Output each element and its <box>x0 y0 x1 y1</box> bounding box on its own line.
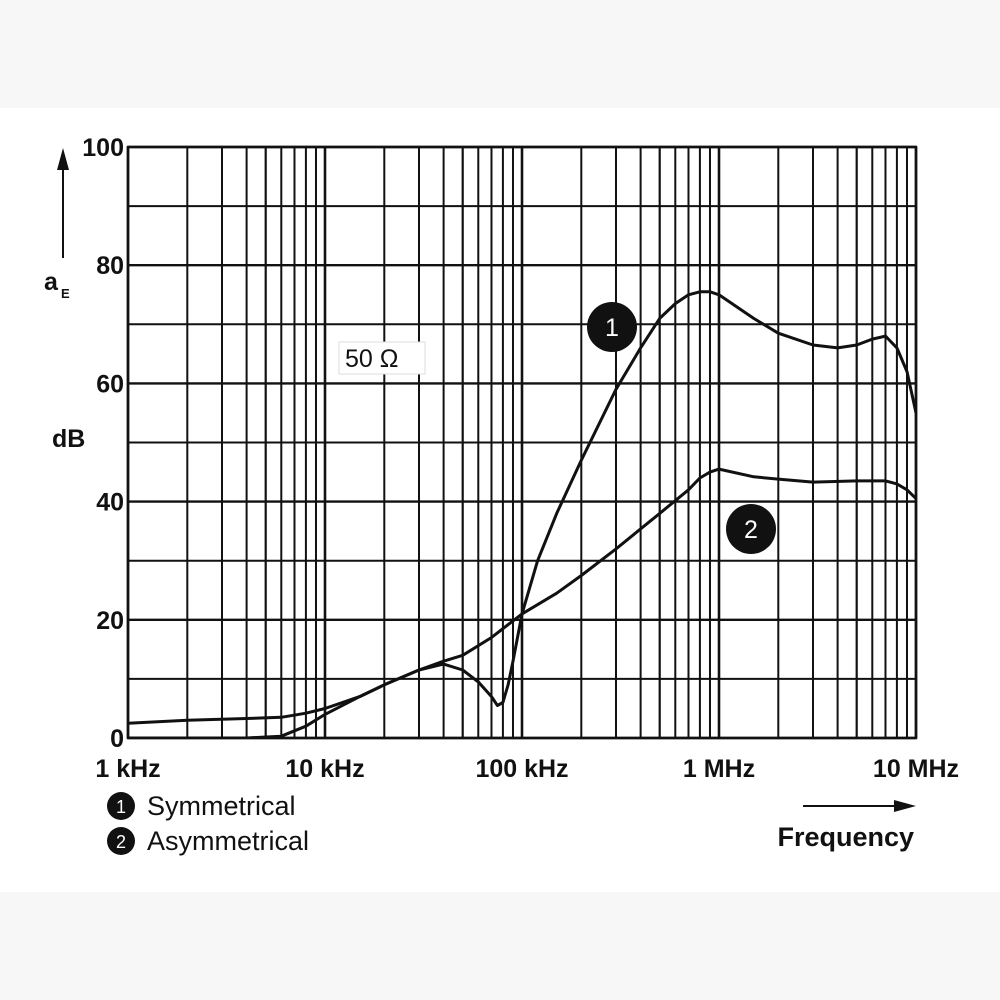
y-tick-label: 80 <box>96 252 124 280</box>
svg-text:Asymmetrical: Asymmetrical <box>147 826 309 856</box>
annotation-box <box>338 341 426 375</box>
curve-2-marker: 2 <box>726 504 776 554</box>
x-axis-arrow-head <box>894 800 916 812</box>
chart-panel <box>0 108 1000 892</box>
svg-text:2: 2 <box>116 832 126 852</box>
y-tick-labels: 0 20 40 60 80 100 <box>82 134 124 753</box>
legend: 1 Symmetrical 2 Asymmetrical <box>107 791 309 856</box>
svg-text:2: 2 <box>744 516 758 544</box>
svg-text:1: 1 <box>116 797 126 817</box>
y-axis-unit: dB <box>52 425 85 453</box>
y-axis-symbol-subscript: E <box>61 286 70 301</box>
minor-gridlines <box>128 147 916 738</box>
plot-frame <box>126 145 918 740</box>
legend-item-symmetrical: 1 Symmetrical <box>107 791 296 821</box>
x-tick-label: 1 MHz <box>683 755 755 783</box>
y-axis-arrow-head <box>57 148 69 170</box>
y-tick-label: 60 <box>96 370 124 398</box>
series-line-asymmetrical <box>128 467 916 725</box>
svg-text:1: 1 <box>605 314 619 342</box>
x-tick-labels: 1 kHz 10 kHz 100 kHz 1 MHz 10 MHz <box>95 755 959 783</box>
svg-text:Symmetrical: Symmetrical <box>147 791 296 821</box>
x-tick-label: 10 kHz <box>285 755 364 783</box>
curves <box>128 290 916 738</box>
y-tick-label: 0 <box>110 725 124 753</box>
y-axis-symbol: a <box>44 268 59 296</box>
y-tick-label: 100 <box>82 134 124 162</box>
x-tick-label: 100 kHz <box>475 755 568 783</box>
x-axis-title: Frequency <box>777 822 914 852</box>
curve-1-marker: 1 <box>587 302 637 352</box>
y-tick-label: 40 <box>96 489 124 517</box>
legend-item-asymmetrical: 2 Asymmetrical <box>107 826 309 856</box>
annotation-text: 50 Ω <box>345 345 398 373</box>
x-tick-label: 1 kHz <box>95 755 160 783</box>
x-tick-label: 10 MHz <box>873 755 959 783</box>
y-tick-label: 20 <box>96 607 124 635</box>
